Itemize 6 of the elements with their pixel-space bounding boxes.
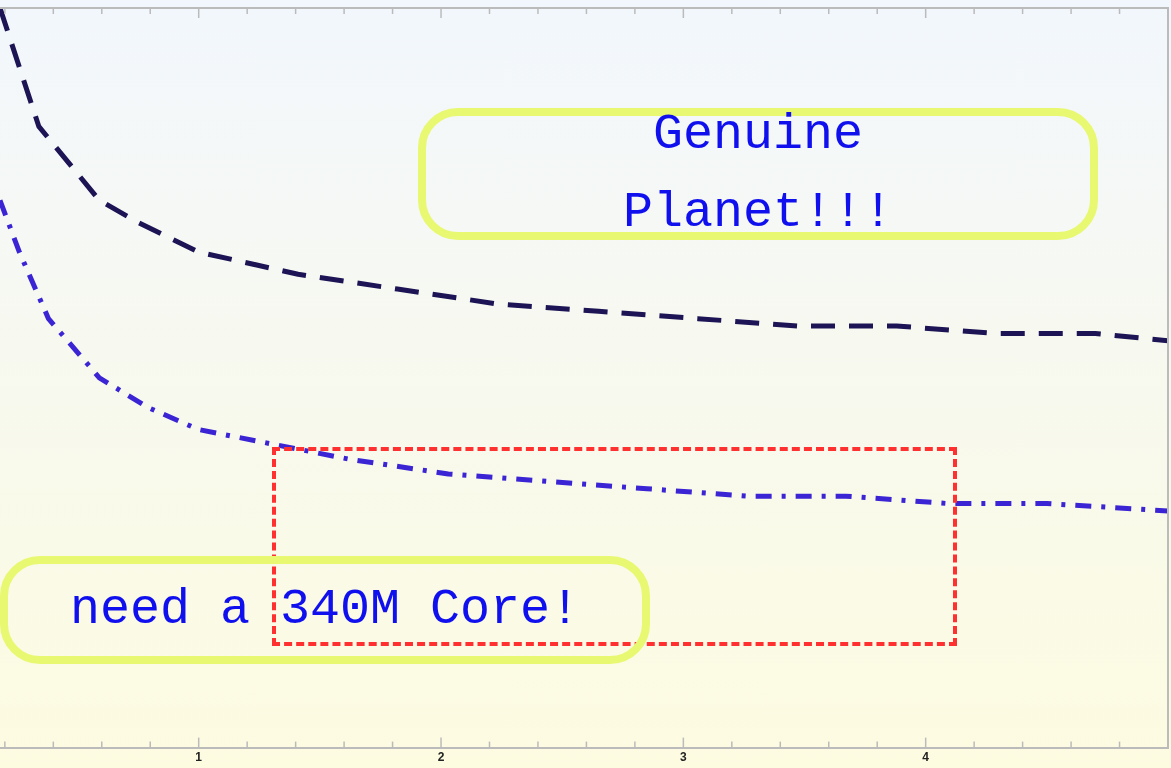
x-tick-label: 1	[195, 750, 203, 765]
x-tick-label: 2	[437, 750, 445, 765]
x-tick-label: 3	[680, 750, 688, 765]
annotation: Genuine Planet!!!	[621, 105, 894, 243]
annotation: need a 340M Core!	[69, 580, 581, 640]
x-tick-label: 4	[922, 750, 930, 765]
